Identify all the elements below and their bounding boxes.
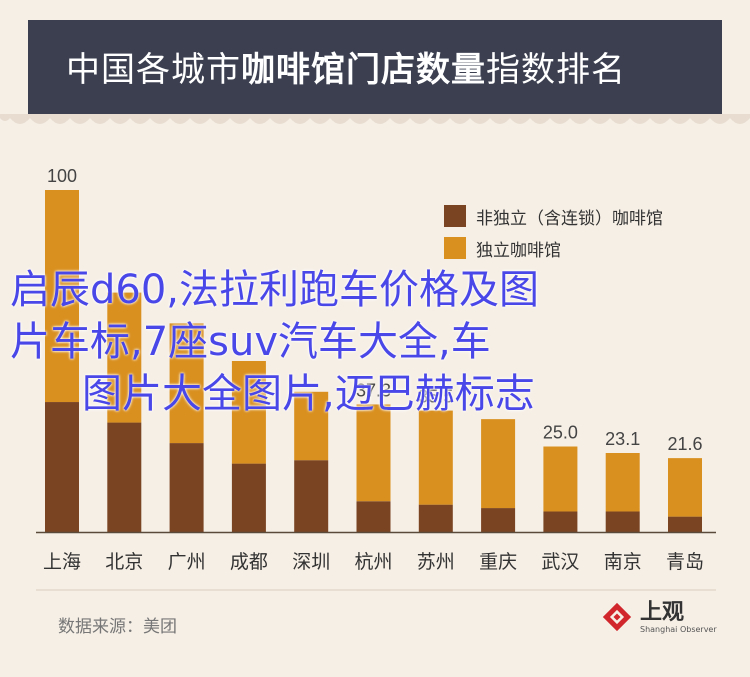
bar-independent-9 (605, 452, 640, 512)
bar-non-independent-10 (668, 516, 702, 532)
x-tick-label-4: 深圳 (292, 551, 330, 573)
data-label-10: 21.6 (667, 434, 702, 454)
bar-non-independent-3 (231, 463, 266, 532)
bar-non-independent-2 (169, 443, 204, 532)
logo-name: 上观 (640, 599, 685, 625)
legend-item-non-independent: 非独立（含连锁）咖啡馆 (444, 200, 663, 232)
legend: 非独立（含连锁）咖啡馆 独立咖啡馆 (444, 200, 663, 264)
bar-independent-6 (418, 410, 453, 505)
legend-swatch-independent (444, 237, 466, 259)
legend-item-independent: 独立咖啡馆 (444, 232, 663, 264)
title-part-2: 咖啡馆门店数量 (241, 50, 486, 90)
bar-independent-8 (543, 446, 578, 512)
data-label-0: 100 (47, 166, 77, 186)
bar-non-independent-6 (418, 504, 453, 532)
publisher-logo: 上观 Shanghai Observer (600, 600, 717, 634)
bar-non-independent-5 (356, 501, 391, 532)
diamond-logo-icon (602, 602, 632, 632)
bar-non-independent-9 (605, 511, 640, 532)
x-tick-label-3: 成都 (230, 551, 268, 573)
bar-independent-7 (481, 419, 516, 509)
bar-independent-4 (294, 391, 329, 461)
chart-title: 中国各城市咖啡馆门店数量指数排名 (66, 42, 626, 91)
x-tick-label-0: 上海 (43, 551, 81, 573)
bar-independent-0 (45, 190, 79, 403)
logo-text: 上观 Shanghai Observer (640, 599, 717, 634)
bar-independent-5 (356, 404, 391, 502)
header-bar: 中国各城市咖啡馆门店数量指数排名 (28, 20, 722, 114)
source-note: 数据来源：美团 (58, 617, 177, 637)
x-tick-label-7: 重庆 (479, 551, 517, 573)
x-tick-label-6: 苏州 (417, 551, 455, 573)
bar-non-independent-1 (107, 422, 142, 532)
x-tick-label-2: 广州 (168, 551, 206, 573)
bar-independent-3 (231, 361, 266, 464)
scallop-border (0, 114, 750, 124)
x-tick-label-5: 杭州 (354, 551, 392, 573)
data-label-8: 25.0 (543, 423, 578, 443)
x-tick-label-8: 武汉 (541, 551, 579, 573)
legend-label-non-independent: 非独立（含连锁）咖啡馆 (476, 208, 663, 229)
x-tick-label-10: 青岛 (666, 551, 704, 573)
legend-swatch-non-independent (444, 205, 466, 227)
bar-non-independent-8 (543, 511, 578, 532)
bar-independent-1 (107, 292, 142, 423)
legend-label-independent: 独立咖啡馆 (476, 240, 561, 261)
x-tick-label-9: 南京 (604, 551, 642, 573)
x-tick-label-1: 北京 (105, 551, 143, 573)
data-label-6: 35.5 (418, 387, 453, 407)
data-label-9: 23.1 (605, 429, 640, 449)
title-part-1: 中国各城市 (66, 50, 241, 90)
bar-non-independent-0 (45, 402, 79, 532)
data-label-5: 37.3 (356, 380, 391, 400)
bar-non-independent-7 (481, 508, 516, 532)
logo-subtitle: Shanghai Observer (640, 624, 717, 634)
bar-independent-2 (169, 323, 204, 444)
bar-non-independent-4 (294, 460, 329, 532)
bar-independent-10 (668, 458, 702, 517)
title-part-3: 指数排名 (486, 50, 626, 90)
